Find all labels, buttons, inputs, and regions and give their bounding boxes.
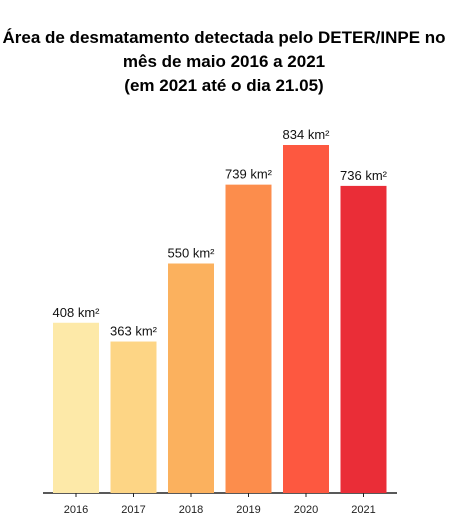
- value-label: 739 km²: [225, 167, 273, 182]
- x-tick-label: 2016: [64, 504, 88, 516]
- bar: [225, 184, 272, 493]
- bar: [168, 263, 214, 493]
- x-tick-label: 2020: [294, 504, 318, 516]
- value-label: 408 km²: [53, 305, 101, 320]
- x-tick-label: 2021: [351, 504, 375, 516]
- value-label: 736 km²: [340, 168, 388, 183]
- bar: [283, 145, 329, 493]
- bar: [110, 341, 157, 493]
- x-tick-label: 2019: [236, 504, 260, 516]
- x-tick-label: 2017: [121, 504, 145, 516]
- value-label: 550 km²: [168, 246, 216, 261]
- value-label: 834 km²: [283, 127, 331, 142]
- chart-title: mês de maio 2016 a 2021: [123, 52, 325, 71]
- chart-title: Área de desmatamento detectada pelo DETE…: [2, 28, 445, 47]
- bar: [340, 185, 387, 493]
- bar: [53, 322, 99, 493]
- chart-title: (em 2021 até o dia 21.05): [124, 76, 323, 95]
- value-label: 363 km²: [110, 324, 158, 339]
- x-tick-label: 2018: [179, 504, 203, 516]
